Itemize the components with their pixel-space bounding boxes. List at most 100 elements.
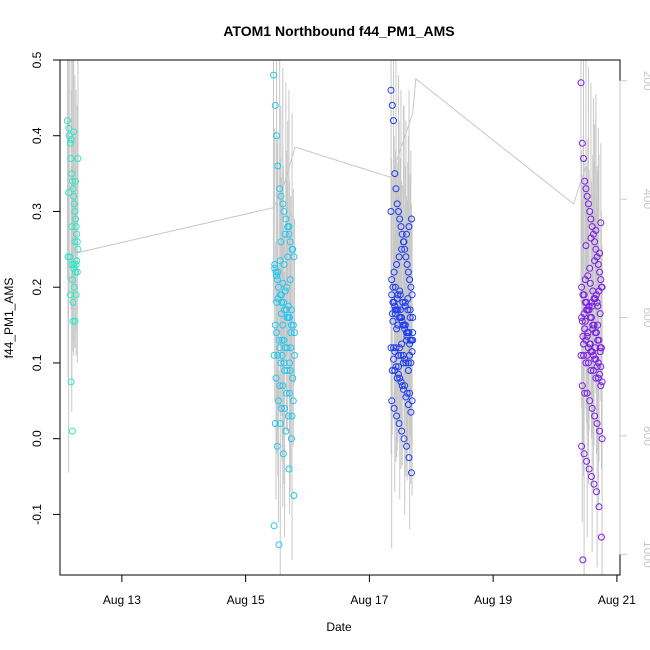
- data-point: [593, 298, 601, 306]
- data-point: [278, 298, 285, 306]
- data-point: [65, 189, 73, 196]
- data-point: [400, 435, 408, 443]
- data-point: [278, 336, 286, 344]
- data-point: [388, 276, 396, 284]
- data-point: [283, 367, 291, 374]
- y2-tick-label: 1000: [641, 541, 650, 568]
- data-point: [596, 249, 604, 257]
- data-point: [578, 317, 586, 325]
- data-point: [394, 291, 402, 299]
- data-points: [63, 71, 606, 564]
- data-point: [577, 79, 585, 87]
- data-point: [581, 177, 589, 185]
- data-point: [280, 261, 288, 268]
- data-point: [282, 215, 290, 223]
- data-point: [397, 223, 405, 231]
- data-point: [399, 359, 407, 367]
- data-point: [584, 200, 592, 208]
- data-point: [406, 351, 414, 359]
- data-point: [289, 397, 297, 405]
- data-point: [586, 208, 594, 215]
- y2-tick-label: 200: [641, 71, 650, 91]
- data-point: [593, 363, 601, 371]
- data-point: [580, 351, 587, 359]
- data-point: [403, 230, 410, 238]
- data-point: [592, 355, 600, 363]
- x-axis: Aug 13 Aug 15 Aug 17 Aug 19 Aug 21: [103, 574, 636, 607]
- data-point: [286, 238, 294, 246]
- data-point: [397, 351, 405, 359]
- data-point: [578, 382, 586, 390]
- data-point: [389, 283, 397, 291]
- data-point: [391, 302, 399, 310]
- data-point: [591, 412, 599, 420]
- data-point: [585, 465, 593, 473]
- data-point: [579, 332, 587, 340]
- data-point: [401, 245, 409, 253]
- data-point: [65, 132, 73, 140]
- data-point: [277, 238, 285, 246]
- y2-tick-label: 800: [641, 426, 650, 446]
- data-point: [67, 291, 74, 299]
- data-point: [588, 314, 595, 321]
- data-point: [398, 427, 406, 435]
- data-point: [592, 245, 600, 253]
- data-point: [73, 238, 81, 246]
- data-point: [401, 355, 409, 363]
- data-point: [276, 344, 284, 352]
- data-point: [398, 382, 406, 390]
- data-point: [393, 325, 401, 333]
- data-point: [582, 242, 590, 250]
- data-point: [272, 374, 280, 382]
- data-point: [587, 234, 595, 242]
- data-point: [594, 374, 602, 382]
- x-tick-label: Aug 17: [350, 593, 388, 607]
- data-point: [71, 238, 79, 246]
- data-point: [593, 329, 600, 337]
- data-point: [285, 230, 293, 238]
- data-point: [587, 215, 595, 223]
- data-point: [583, 192, 591, 200]
- data-point: [271, 420, 279, 427]
- data-point: [66, 253, 74, 261]
- data-point: [393, 374, 401, 382]
- data-point: [578, 442, 586, 450]
- data-point: [406, 314, 414, 321]
- data-point: [395, 208, 402, 215]
- data-point: [273, 276, 281, 284]
- data-point: [73, 230, 81, 238]
- data-point: [287, 344, 295, 352]
- data-point: [391, 310, 399, 318]
- data-point: [584, 272, 592, 280]
- y-tick-label: 0.1: [30, 354, 44, 371]
- data-point: [407, 283, 415, 291]
- data-point: [578, 139, 586, 147]
- data-point: [593, 488, 600, 496]
- data-point: [583, 351, 591, 359]
- y2-tick-label: 600: [641, 307, 650, 327]
- data-point: [391, 283, 399, 291]
- data-point: [274, 351, 282, 359]
- data-point: [589, 325, 597, 333]
- data-point: [288, 412, 296, 420]
- data-point: [270, 71, 277, 79]
- data-point: [396, 215, 404, 223]
- data-point: [70, 200, 78, 208]
- data-point: [273, 298, 281, 306]
- data-point: [68, 170, 76, 178]
- data-point: [72, 223, 80, 231]
- data-point: [387, 86, 395, 94]
- data-point: [388, 397, 396, 405]
- data-point: [580, 291, 588, 299]
- data-point: [72, 215, 79, 223]
- data-point: [588, 223, 596, 231]
- data-point: [598, 435, 606, 443]
- data-point: [286, 276, 294, 284]
- data-point: [65, 124, 73, 132]
- data-point: [594, 261, 602, 268]
- y-tick-label: 0.4: [30, 127, 44, 144]
- data-point: [587, 367, 595, 374]
- data-point: [399, 385, 407, 393]
- data-point: [286, 314, 294, 321]
- data-point: [387, 344, 395, 352]
